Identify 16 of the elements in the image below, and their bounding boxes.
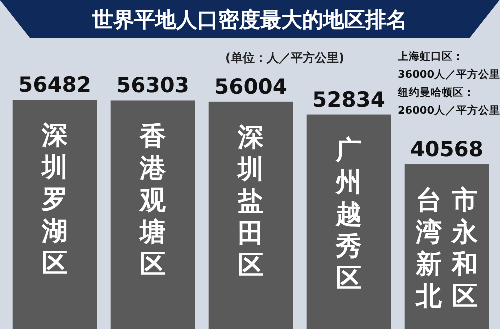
- category-label: 台湾新北市永和区: [416, 186, 478, 312]
- text: 纽约曼哈顿区：: [397, 86, 475, 99]
- data-label: 56303: [116, 74, 190, 98]
- data-label: 56004: [214, 74, 288, 99]
- x-tick-label: 香港观塘区: [139, 120, 167, 281]
- annotation: 26000人／平方公里: [398, 104, 500, 117]
- chart-subtitle: (单位：人／平方公里): [226, 51, 344, 65]
- data-label: 56482: [18, 73, 92, 97]
- text: 上海虹口区：: [397, 50, 464, 63]
- x-tick-label: 深圳盐田区: [237, 122, 265, 282]
- data-label: 40568: [410, 138, 484, 162]
- text: 36000人／平方公里: [398, 68, 500, 81]
- x-tick-label: 深圳罗湖区: [41, 120, 69, 280]
- data-label: 52834: [312, 88, 386, 112]
- x-tick-label: 广州越秀区: [335, 134, 363, 295]
- chart-title: 世界平地人口密度最大的地区排名: [92, 8, 408, 32]
